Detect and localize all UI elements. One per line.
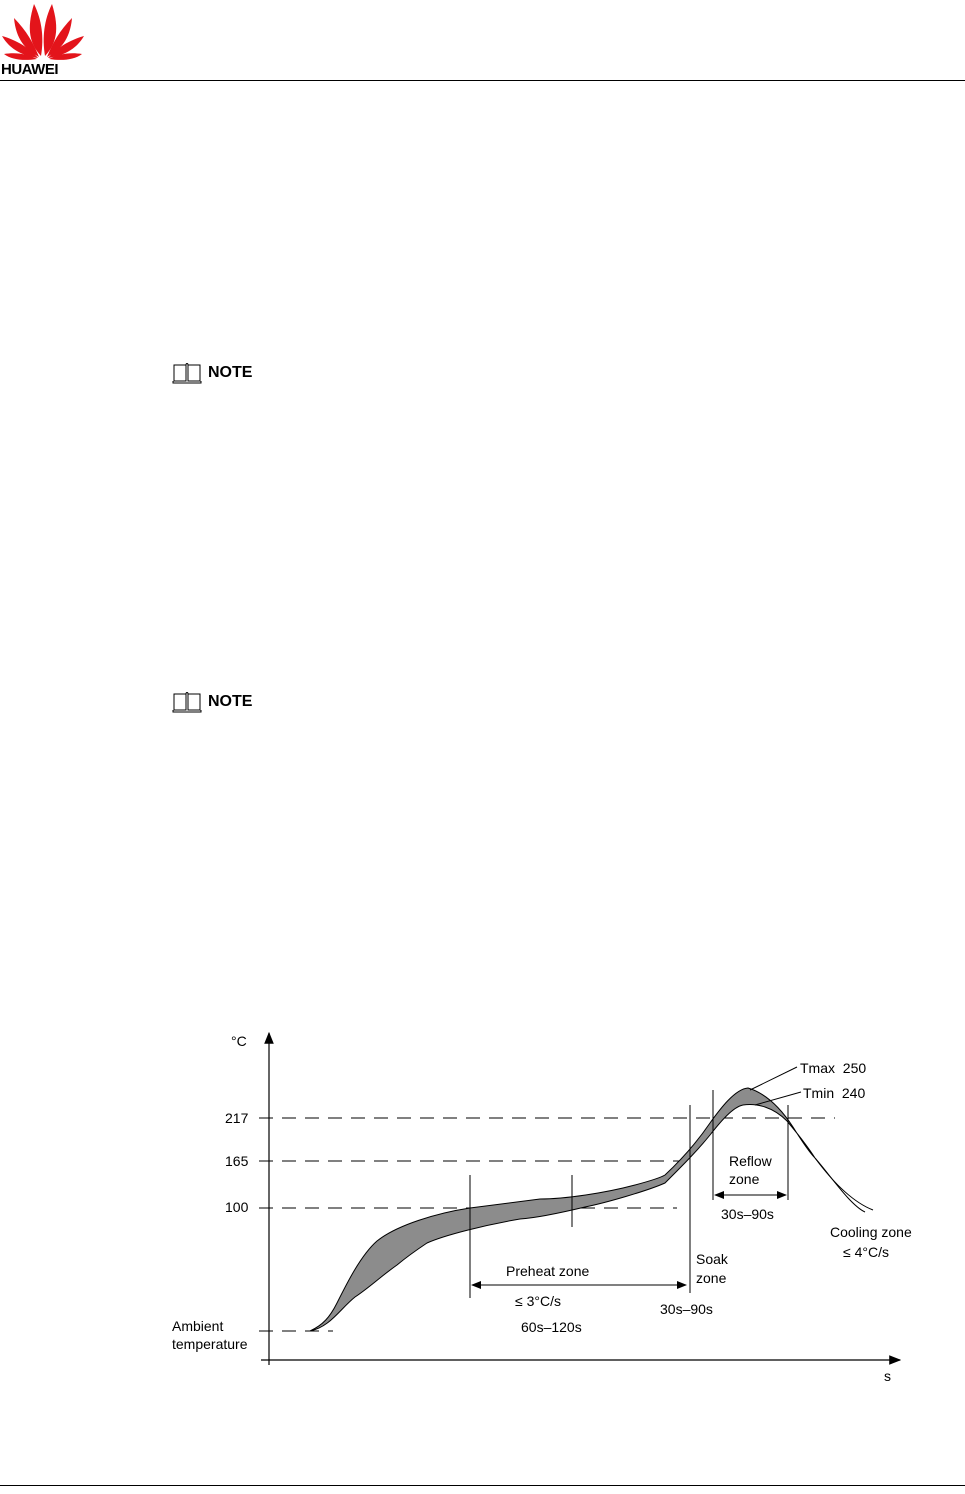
y-tick-label: 165 bbox=[225, 1153, 249, 1169]
tmin-leader bbox=[754, 1091, 802, 1106]
ambient-label: temperature bbox=[172, 1336, 248, 1352]
reflow-zone-label: Reflow bbox=[729, 1153, 773, 1169]
header-rule bbox=[0, 80, 965, 81]
reflow-time-label: 30s–90s bbox=[721, 1206, 774, 1222]
preheat-time-label: 60s–120s bbox=[521, 1319, 582, 1335]
soak-zone-label: zone bbox=[696, 1270, 727, 1286]
x-unit-label: s bbox=[884, 1368, 891, 1384]
reflow-profile-chart: °C 217 165 100 s Tmax 250 Tmin 240 Reflo… bbox=[165, 1015, 925, 1400]
y-unit-label: °C bbox=[231, 1033, 247, 1049]
ambient-label: Ambient bbox=[172, 1318, 223, 1334]
reflow-profile-svg: °C 217 165 100 s Tmax 250 Tmin 240 Reflo… bbox=[172, 1031, 912, 1384]
brand-wordmark: HUAWEI bbox=[1, 61, 59, 78]
soak-time-label: 30s–90s bbox=[660, 1301, 713, 1317]
book-icon bbox=[172, 692, 202, 713]
cooling-rate-label: ≤ 4°C/s bbox=[843, 1244, 889, 1260]
note-callout: NOTE bbox=[172, 362, 252, 384]
footer-rule bbox=[0, 1485, 965, 1486]
y-tick-label: 100 bbox=[225, 1199, 249, 1215]
book-icon bbox=[172, 363, 202, 384]
cooling-curve-upper bbox=[814, 1157, 874, 1211]
cooling-zone-label: Cooling zone bbox=[830, 1224, 912, 1240]
y-tick-label: 217 bbox=[225, 1110, 249, 1126]
huawei-logo: HUAWEI bbox=[0, 0, 86, 80]
tmin-label: Tmin 240 bbox=[803, 1085, 865, 1101]
note-label: NOTE bbox=[208, 693, 253, 710]
note-label: NOTE bbox=[208, 364, 253, 381]
huawei-petal-logo-icon bbox=[2, 4, 84, 60]
soak-zone-label: Soak bbox=[696, 1251, 729, 1267]
cooling-curve-lower bbox=[814, 1157, 866, 1213]
preheat-zone-label: Preheat zone bbox=[506, 1263, 589, 1279]
note-callout: NOTE bbox=[172, 691, 252, 713]
tmax-label: Tmax 250 bbox=[800, 1060, 866, 1076]
tmax-leader bbox=[749, 1066, 798, 1091]
preheat-rate-label: ≤ 3°C/s bbox=[515, 1293, 561, 1309]
reflow-zone-label: zone bbox=[729, 1171, 760, 1187]
